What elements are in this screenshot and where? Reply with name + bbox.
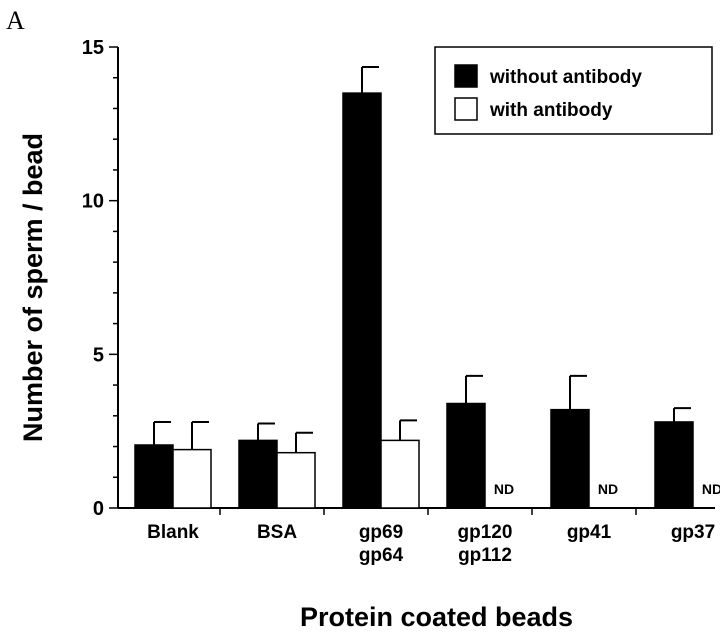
bar: [172, 448, 212, 509]
y-tick-label: 15: [82, 37, 104, 59]
legend-box: [434, 46, 713, 135]
x-tick-label: gp112: [458, 545, 512, 566]
panel-label: A: [6, 6, 25, 35]
not-determined-label: ND: [702, 481, 720, 497]
legend-swatch: [454, 64, 478, 88]
x-tick-label: gp64: [359, 545, 404, 566]
not-determined-label: ND: [494, 481, 514, 497]
legend-swatch: [454, 97, 478, 121]
y-axis-title: Number of sperm / bead: [18, 133, 48, 442]
y-tick-label: 10: [82, 191, 104, 213]
x-tick-label: gp41: [567, 522, 612, 543]
y-tick-label: 5: [93, 344, 104, 366]
not-determined-label: ND: [598, 481, 618, 497]
bar: [238, 439, 278, 509]
legend-label: with antibody: [489, 100, 613, 121]
x-axis-title: Protein coated beads: [300, 602, 573, 632]
bar: [380, 439, 420, 509]
x-tick-label: BSA: [257, 522, 297, 543]
y-tick-label: 0: [93, 498, 104, 520]
bar: [276, 451, 316, 509]
legend-label: without antibody: [489, 67, 642, 88]
bar: [342, 92, 382, 509]
bar: [446, 402, 486, 509]
bar: [654, 421, 694, 509]
x-tick-label: Blank: [147, 522, 199, 543]
x-tick-label: gp37: [671, 522, 715, 543]
x-tick-label: gp120: [458, 522, 513, 543]
bar: [134, 444, 174, 509]
bar: [550, 408, 590, 509]
x-tick-label: gp69: [359, 522, 403, 543]
